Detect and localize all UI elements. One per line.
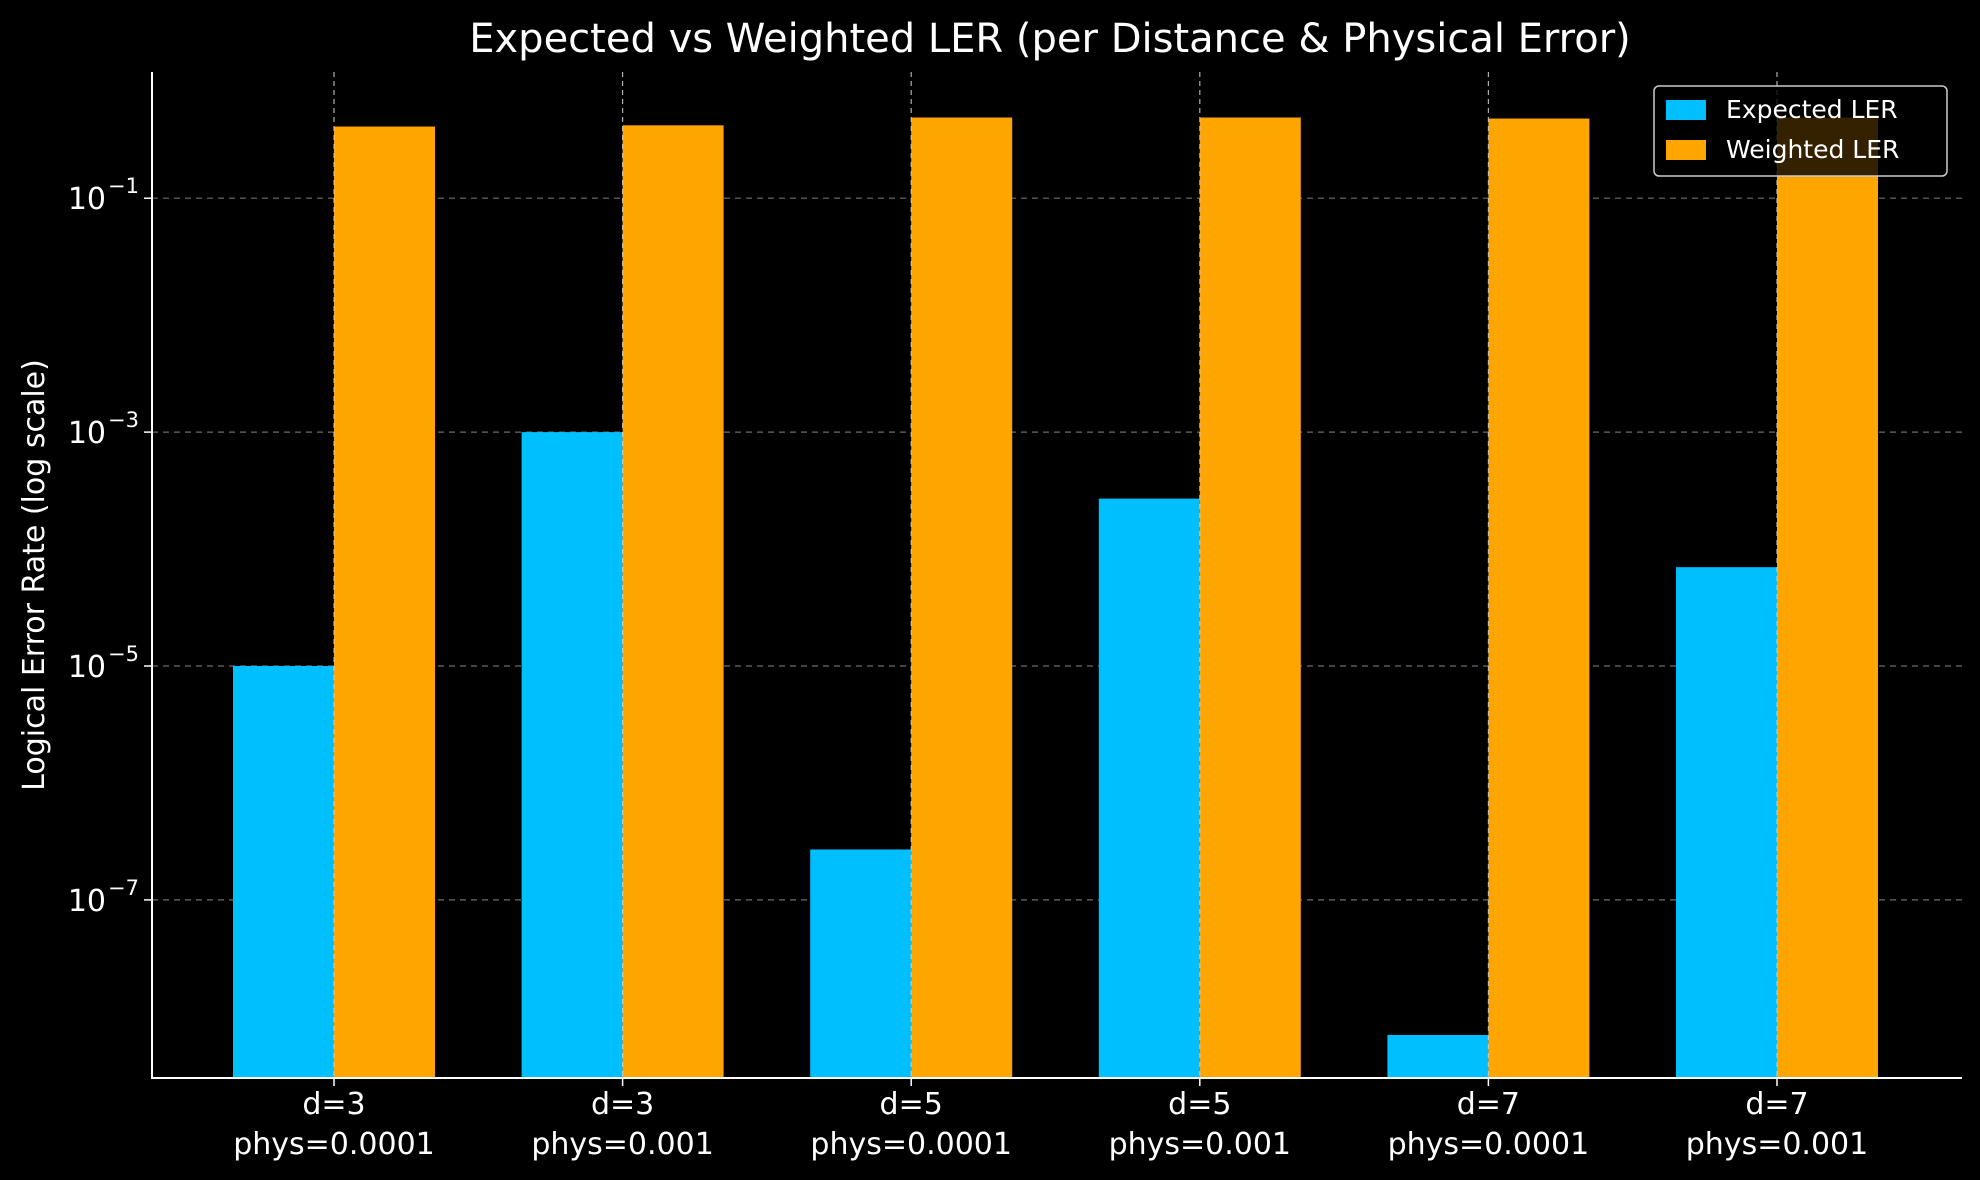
legend-swatch-weighted (1666, 140, 1706, 160)
grid-layer (152, 197, 1962, 901)
x-tick-label: phys=0.001 (531, 1127, 713, 1162)
x-tick-label: d=5 (1168, 1087, 1231, 1122)
expected-ler-bar (1098, 498, 1200, 1078)
expected-ler-bar (1387, 1034, 1489, 1078)
y-tick-exponent: −5 (108, 642, 139, 666)
y-tick-exponent: −1 (108, 174, 139, 198)
legend-box (1653, 85, 1948, 177)
vertical-grid-layer (333, 72, 1778, 1078)
weighted-ler-bar (1488, 118, 1590, 1079)
y-tick-exponent: −7 (108, 876, 139, 900)
y-tick-label: 10 (68, 182, 106, 217)
x-tick-label: phys=0.001 (1109, 1127, 1291, 1162)
expected-ler-bar (1676, 567, 1777, 1078)
y-tick-label: 10 (68, 884, 106, 919)
y-tick-label: 10 (68, 650, 106, 685)
expected-ler-bar (233, 666, 334, 1078)
chart-title: Expected vs Weighted LER (per Distance &… (469, 16, 1631, 62)
x-tick-label: d=7 (1457, 1087, 1520, 1122)
axis-layer (144, 72, 1962, 1086)
x-tick-label: phys=0.0001 (1388, 1127, 1590, 1162)
tick-label-layer: 10−110−310−510 −7d=3phys=0.0001d=3phys=0.… (68, 174, 1868, 1162)
expected-ler-bar (521, 432, 623, 1079)
weighted-ler-bar (622, 125, 724, 1078)
expected-ler-bar (810, 849, 912, 1078)
legend-label-expected: Expected LER (1726, 95, 1898, 124)
weighted-ler-bar (911, 117, 1013, 1078)
weighted-ler-bar (1199, 117, 1301, 1078)
legend-label-weighted: Weighted LER (1726, 135, 1899, 164)
legend: Expected LER Weighted LER (1653, 85, 1948, 177)
weighted-ler-bar (334, 126, 435, 1079)
x-tick-label: d=5 (880, 1087, 943, 1122)
y-tick-exponent: −3 (108, 408, 139, 432)
x-tick-label: phys=0.0001 (233, 1127, 435, 1162)
x-tick-label: phys=0.001 (1686, 1127, 1868, 1162)
x-tick-label: d=7 (1745, 1087, 1808, 1122)
x-tick-label: d=3 (302, 1087, 365, 1122)
y-tick-label: 10 (68, 416, 106, 451)
y-axis-label: Logical Error Rate (log scale) (17, 359, 52, 791)
x-tick-label: phys=0.0001 (810, 1127, 1012, 1162)
legend-swatch-expected (1666, 100, 1706, 120)
bar-layer (233, 117, 1878, 1079)
weighted-ler-bar (1777, 117, 1878, 1078)
x-tick-label: d=3 (591, 1087, 654, 1122)
